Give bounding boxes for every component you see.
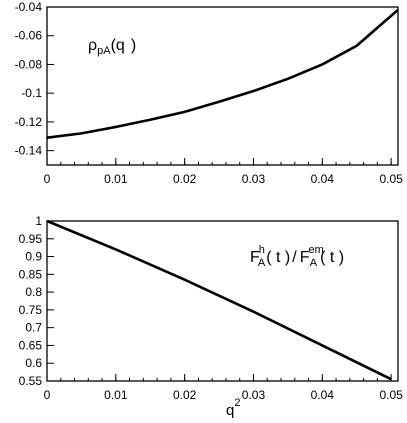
- bottom-series-line: [46, 219, 392, 381]
- top-y-ticks: -0.14 -0.12 -0.1 -0.08 -0.06 -0.04: [15, 0, 54, 158]
- bottom-y-tick-label: 0.85: [19, 267, 43, 281]
- top-y-tick-label: -0.12: [15, 115, 43, 129]
- bottom-y-tick-label: 0.9: [25, 250, 42, 264]
- top-x-tick-label: 0.01: [104, 172, 128, 186]
- bottom-x-tick-label: 0: [44, 388, 51, 402]
- bottom-y-tick-label: 1: [35, 214, 42, 228]
- bottom-y-tick-label: 0.75: [19, 303, 43, 317]
- top-annotation: ρpA(q): [88, 37, 136, 57]
- top-plot-frame: [46, 6, 399, 166]
- top-y-tick-label: -0.14: [15, 144, 43, 158]
- bottom-plot-frame: [46, 220, 399, 382]
- bottom-y-ticks: 0.55 0.6 0.65 0.7 0.75 0.8 0.85 0.9 0.95 1: [19, 214, 54, 388]
- top-x-tick-label: 0: [44, 172, 51, 186]
- top-series-line: [46, 8, 399, 139]
- bottom-x-tick-label: 0.03: [242, 388, 266, 402]
- bottom-y-tick-label: 0.65: [19, 338, 43, 352]
- bottom-x-axis-title: q2: [226, 397, 240, 419]
- top-x-tick-label: 0.04: [311, 172, 335, 186]
- bottom-x-tick-label: 0.02: [173, 388, 197, 402]
- bottom-x-ticks: 0 0.01 0.02 0.03 0.04 0.05: [44, 374, 403, 402]
- top-panel: 0 0.01 0.02 0.03 0.04 0.05 -0.14 -0.12 -0.1 -0.0…: [15, 0, 403, 186]
- top-y-tick-label: -0.08: [15, 57, 43, 71]
- top-x-tick-label: 0.03: [242, 172, 266, 186]
- bottom-y-tick-label: 0.7: [25, 321, 42, 335]
- top-x-ticks: 0 0.01 0.02 0.03 0.04 0.05: [44, 158, 403, 186]
- bottom-x-tick-label: 0.04: [311, 388, 335, 402]
- bottom-x-tick-label: 0.05: [379, 388, 403, 402]
- top-y-tick-label: -0.06: [15, 29, 43, 43]
- bottom-y-tick-label: 0.8: [25, 285, 42, 299]
- bottom-y-tick-label: 0.6: [25, 356, 42, 370]
- bottom-y-tick-label: 0.55: [19, 374, 43, 388]
- bottom-annotation: Fh A( t ) / Fem A( t ): [250, 244, 344, 269]
- bottom-x-tick-label: 0.01: [104, 388, 128, 402]
- top-x-tick-label: 0.02: [173, 172, 197, 186]
- bottom-panel: 0 0.01 0.02 0.03 0.04 0.05 0.55 0.6 0.65 0.7 0.75…: [19, 214, 403, 419]
- top-x-tick-label: 0.05: [379, 172, 403, 186]
- bottom-y-tick-label: 0.95: [19, 232, 43, 246]
- top-y-tick-label: -0.1: [21, 86, 42, 100]
- top-y-tick-label: -0.04: [15, 0, 43, 14]
